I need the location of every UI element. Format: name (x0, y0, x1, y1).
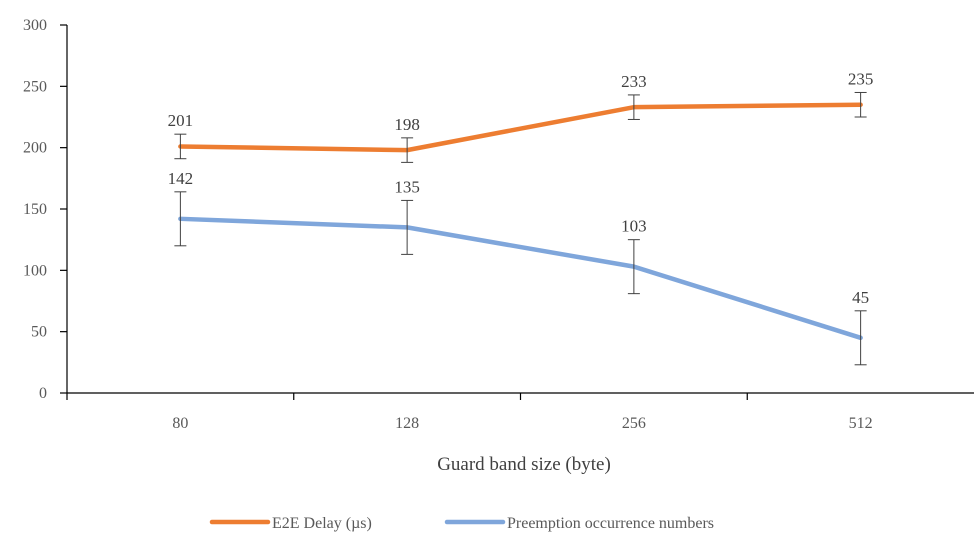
data-label: 201 (168, 111, 194, 130)
legend-label-2: Preemption occurrence numbers (507, 515, 714, 532)
series-layer (174, 91, 867, 366)
x-tick-label: 256 (622, 415, 646, 432)
x-tick-label: 512 (849, 415, 873, 432)
data-labels: 201 198 233 235 142 135 103 45 (168, 69, 874, 306)
y-tick-label: 300 (23, 17, 47, 34)
y-axis: 0 50 100 150 200 250 300 (23, 17, 68, 402)
series-line-1 (178, 102, 863, 153)
data-label: 103 (621, 217, 647, 236)
y-tick-label: 250 (23, 78, 47, 95)
y-tick-label: 100 (23, 262, 47, 279)
data-label: 198 (394, 115, 420, 134)
x-axis-title: Guard band size (byte) (437, 454, 611, 475)
data-label: 142 (168, 169, 194, 188)
data-label: 45 (852, 288, 869, 307)
x-tick-label: 128 (395, 415, 419, 432)
data-label: 135 (394, 177, 420, 196)
data-label: 233 (621, 72, 647, 91)
data-label: 235 (848, 69, 874, 88)
series-line-2 (178, 216, 863, 341)
y-tick-label: 0 (39, 385, 47, 402)
y-tick-label: 150 (23, 201, 47, 218)
y-tick-label: 50 (31, 324, 47, 341)
y-tick-label: 200 (23, 140, 47, 157)
legend: E2E Delay (µs) Preemption occurrence numb… (209, 515, 714, 532)
x-axis: 80 128 256 512 (66, 392, 974, 432)
x-tick-label: 80 (172, 415, 188, 432)
legend-label-1: E2E Delay (µs) (272, 515, 372, 532)
